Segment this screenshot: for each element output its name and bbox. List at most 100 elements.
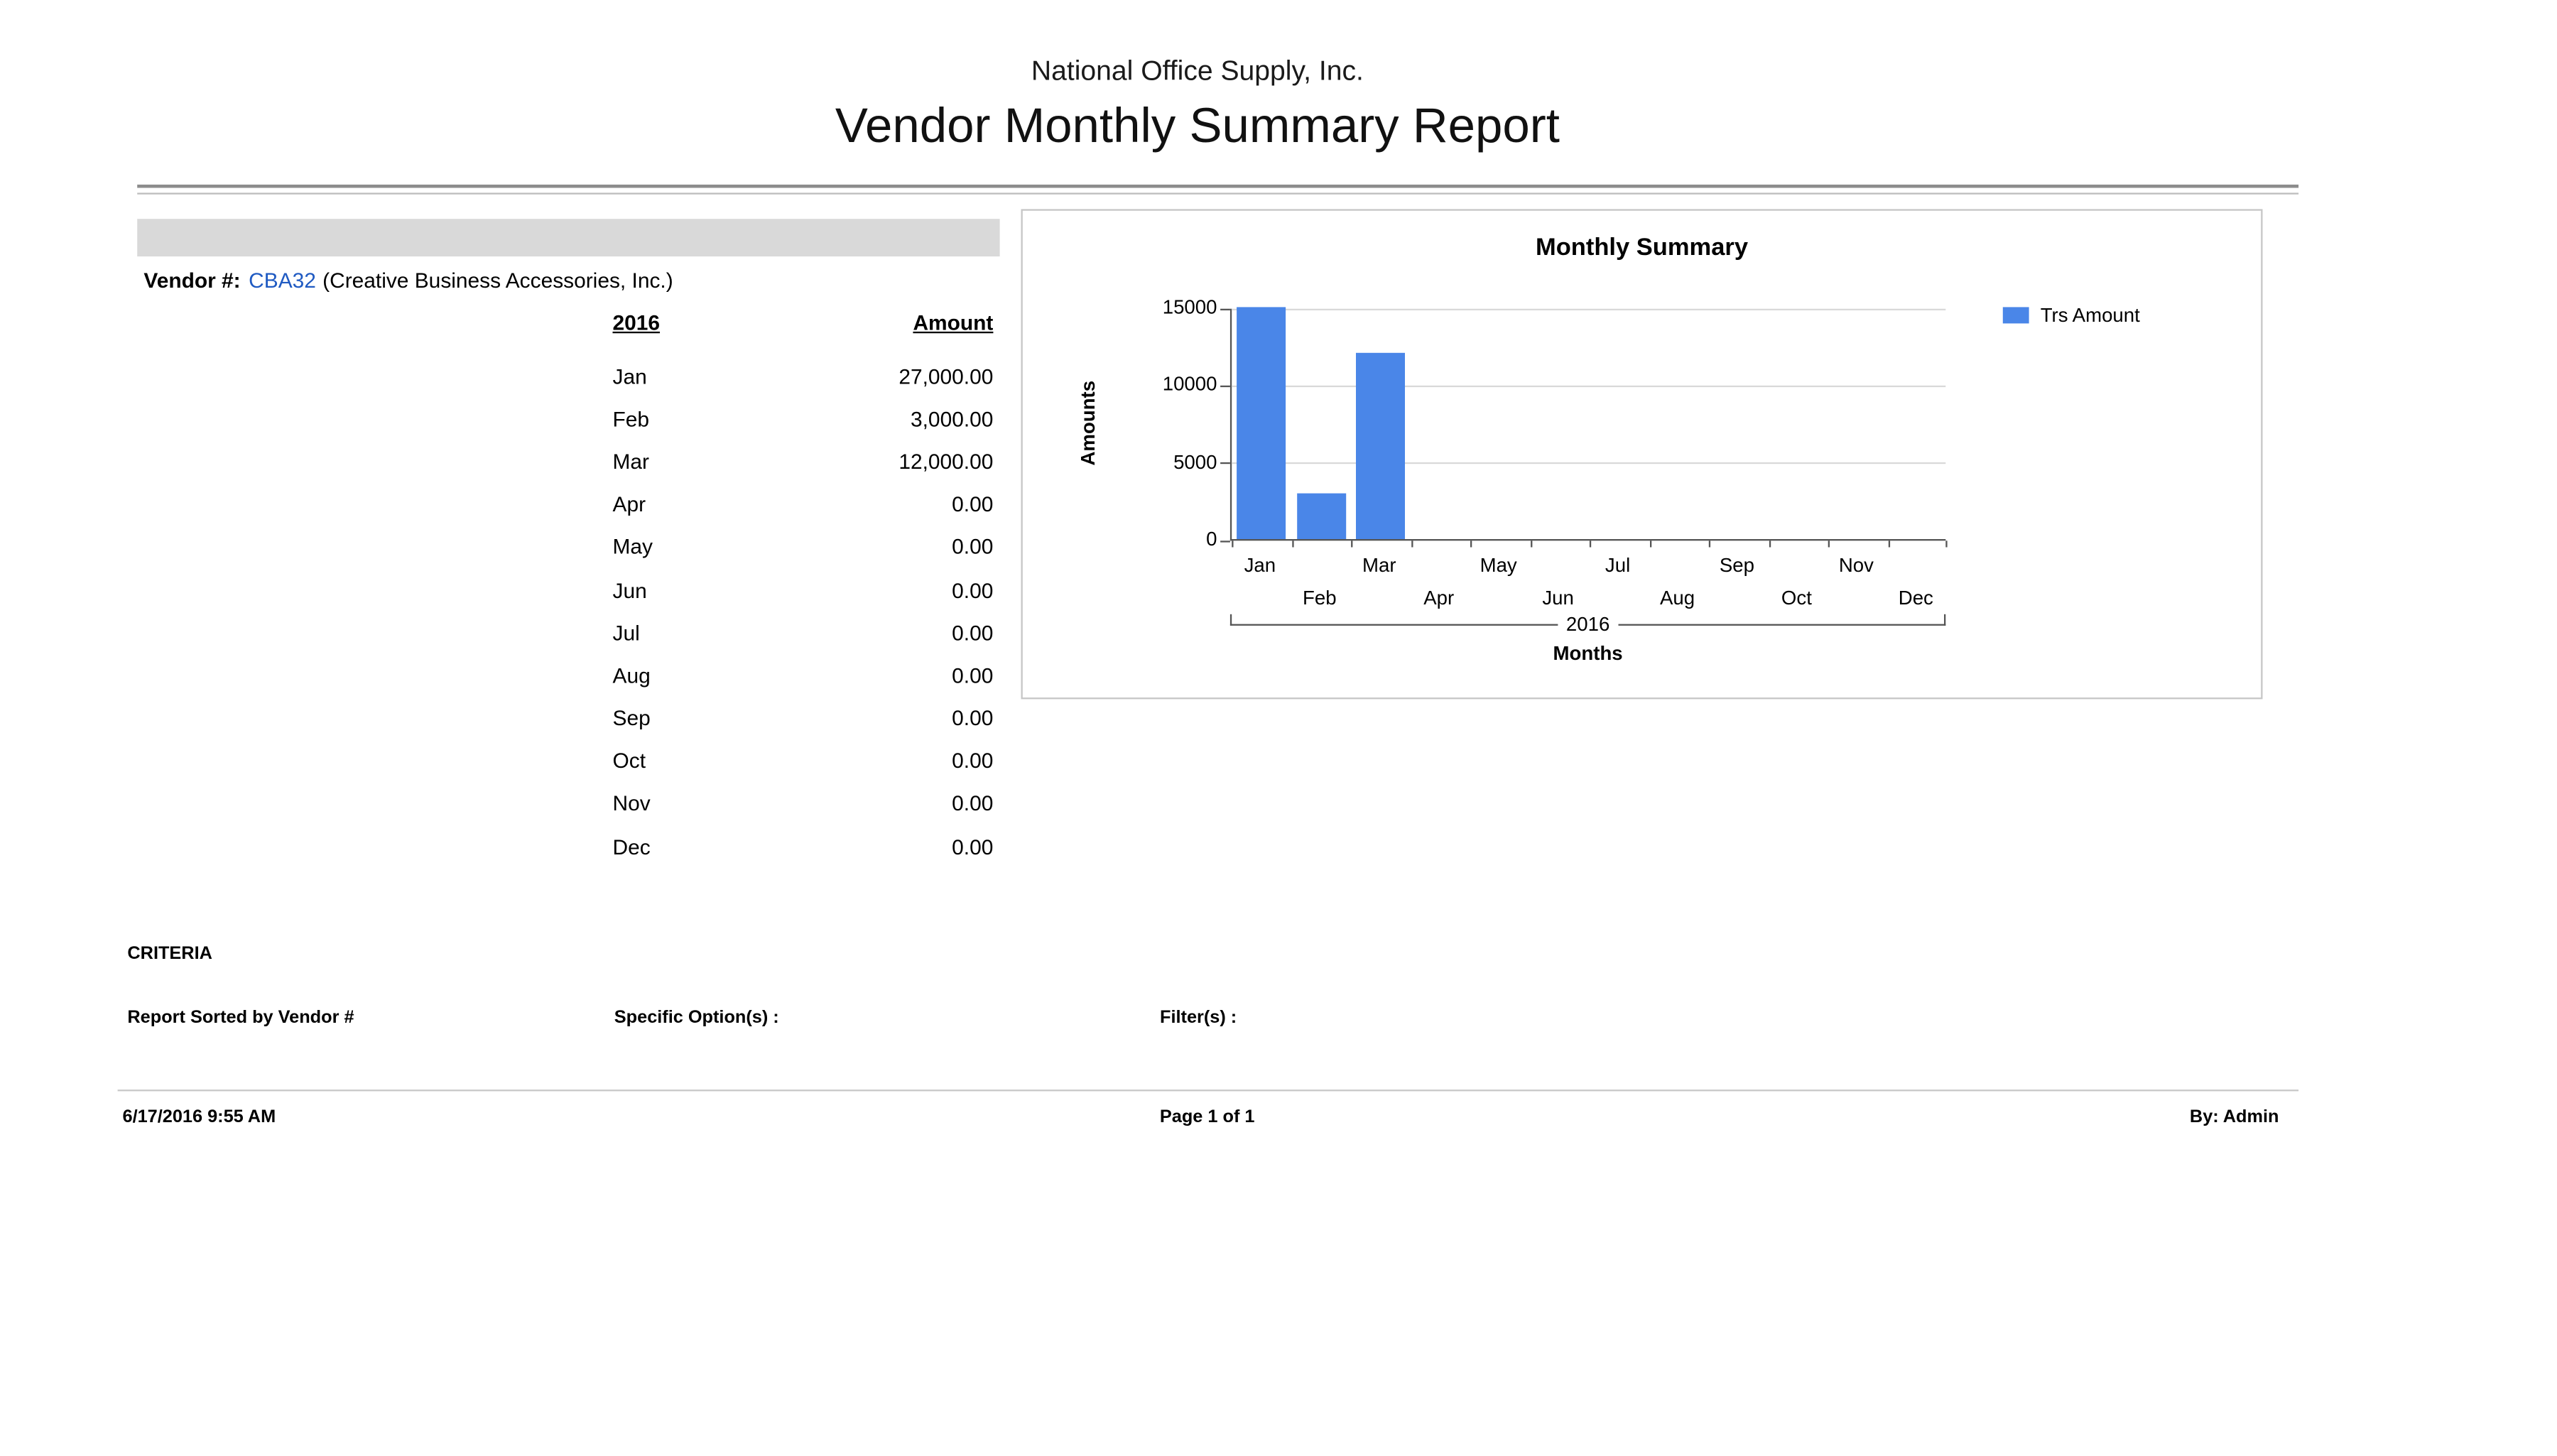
month-label: Nov — [612, 791, 651, 816]
year-bracket-label: 2016 — [1558, 612, 1618, 636]
amount-value: 0.00 — [952, 577, 994, 602]
month-label: Jan — [612, 363, 647, 389]
x-axis-label: Jan — [1244, 553, 1276, 577]
x-axis-tick — [1411, 540, 1413, 548]
x-axis-label: Feb — [1303, 586, 1337, 609]
table-row: Aug 0.00 — [613, 654, 994, 697]
bar — [1296, 492, 1346, 539]
x-axis-tick — [1351, 540, 1353, 548]
month-label: Sep — [612, 705, 651, 731]
report-title: Vendor Monthly Summary Report — [835, 99, 1560, 154]
x-axis-tick — [1291, 540, 1293, 548]
x-axis-labels: Jan Feb Mar Apr May Jun Jul Aug Sep Oct Nov Dec — [1230, 540, 1945, 616]
monthly-table-rows: Jan 27,000.00 Feb 3,000.00 Mar 12,000.00 Apr 0.… — [613, 354, 994, 868]
gridline — [1232, 308, 1946, 310]
footer-datetime: 6/17/2016 9:55 AM — [122, 1107, 276, 1127]
y-axis-tick-label: 15000 — [1162, 295, 1217, 319]
amount-value: 3,000.00 — [910, 406, 994, 431]
monthly-table: 2016 Amount Jan 27,000.00 Feb 3,000.00 Mar 12… — [613, 310, 994, 868]
month-label: Aug — [612, 663, 651, 688]
monthly-table-header: 2016 Amount — [613, 310, 994, 354]
y-axis-tick-label: 0 — [1206, 527, 1217, 551]
criteria-specific-options: Specific Option(s) : — [614, 1008, 779, 1028]
x-axis-label: May — [1480, 553, 1517, 577]
y-axis-title: Amounts — [1076, 380, 1100, 466]
amount-value: 0.00 — [952, 834, 994, 859]
table-row: May 0.00 — [613, 526, 994, 568]
table-row: Dec 0.00 — [613, 825, 994, 868]
table-row: Jul 0.00 — [613, 611, 994, 653]
table-row: Apr 0.00 — [613, 483, 994, 526]
table-row: Feb 3,000.00 — [613, 397, 994, 440]
month-label: Dec — [612, 834, 651, 859]
x-axis-label: Sep — [1719, 553, 1755, 577]
year-column-header: 2016 — [612, 310, 661, 335]
x-axis-tick — [1470, 540, 1472, 548]
chart-legend: Trs Amount — [2002, 303, 2140, 327]
y-axis-tick — [1220, 540, 1230, 542]
x-axis-tick — [1887, 540, 1889, 548]
amount-value: 0.00 — [952, 620, 994, 645]
x-axis-tick — [1768, 540, 1771, 548]
vendor-number-label: Vendor #: — [143, 268, 241, 293]
footer-divider — [117, 1090, 2299, 1092]
vendor-name: (Creative Business Accessories, Inc.) — [322, 268, 673, 293]
header-divider — [137, 184, 2299, 195]
criteria-heading: CRITERIA — [127, 944, 212, 964]
x-axis-label: Apr — [1423, 586, 1455, 609]
company-name: National Office Supply, Inc. — [1031, 55, 1364, 87]
table-row: Oct 0.00 — [613, 739, 994, 782]
x-axis-tick — [1828, 540, 1830, 548]
amount-value: 0.00 — [952, 749, 994, 773]
x-axis-label: Nov — [1838, 553, 1874, 577]
x-axis-label: Jul — [1605, 553, 1631, 577]
y-axis-ticks — [1220, 308, 1230, 542]
bar — [1237, 307, 1286, 539]
y-axis-tick — [1220, 462, 1230, 464]
criteria-filters: Filter(s) : — [1160, 1008, 1237, 1028]
amount-value: 0.00 — [952, 663, 994, 688]
vendor-header-band — [137, 219, 1000, 257]
month-label: Apr — [612, 491, 646, 517]
amount-value: 0.00 — [952, 705, 994, 731]
y-axis-tick — [1220, 385, 1230, 387]
x-axis-label: Jun — [1542, 586, 1574, 609]
vendor-line: Vendor #: CBA32 (Creative Business Accesso… — [143, 268, 673, 293]
x-axis-tick — [1232, 540, 1234, 548]
table-row: Sep 0.00 — [613, 697, 994, 739]
bar — [1356, 353, 1406, 539]
month-label: Mar — [612, 449, 649, 474]
x-axis-title: Months — [1553, 641, 1623, 665]
table-row: Nov 0.00 — [613, 782, 994, 825]
y-axis-tick-label: 5000 — [1173, 450, 1217, 474]
year-bracket: 2016 — [1229, 612, 1946, 636]
legend-label: Trs Amount — [2040, 303, 2140, 327]
table-row: Mar 12,000.00 — [613, 440, 994, 483]
y-axis-tick-label: 10000 — [1162, 373, 1217, 396]
gridline — [1232, 462, 1946, 464]
x-axis-label: Aug — [1659, 586, 1695, 609]
table-row: Jan 27,000.00 — [613, 354, 994, 397]
amount-column-header: Amount — [913, 310, 994, 335]
amount-value: 0.00 — [952, 491, 994, 517]
x-axis-tick — [1529, 540, 1532, 548]
amount-value: 12,000.00 — [899, 449, 994, 474]
month-label: Oct — [612, 749, 646, 773]
footer-author: By: Admin — [2189, 1107, 2279, 1127]
x-axis-label: Dec — [1898, 586, 1933, 609]
plot-area — [1229, 307, 1948, 548]
x-axis-tick — [1589, 540, 1592, 548]
x-axis-label: Oct — [1781, 586, 1812, 609]
vendor-code-link[interactable]: CBA32 — [249, 268, 316, 293]
x-axis-label: Mar — [1362, 553, 1396, 577]
x-axis-tick — [1708, 540, 1711, 548]
month-label: Jun — [612, 577, 647, 602]
month-label: Jul — [612, 620, 640, 645]
chart-panel: Monthly Summary Trs Amount Amounts 0 5000… — [1021, 209, 2263, 700]
table-row: Jun 0.00 — [613, 568, 994, 611]
y-axis-tick — [1220, 308, 1230, 310]
chart-title: Monthly Summary — [1535, 233, 1749, 261]
legend-swatch — [2002, 307, 2029, 324]
footer-page-number: Page 1 of 1 — [1159, 1107, 1255, 1127]
